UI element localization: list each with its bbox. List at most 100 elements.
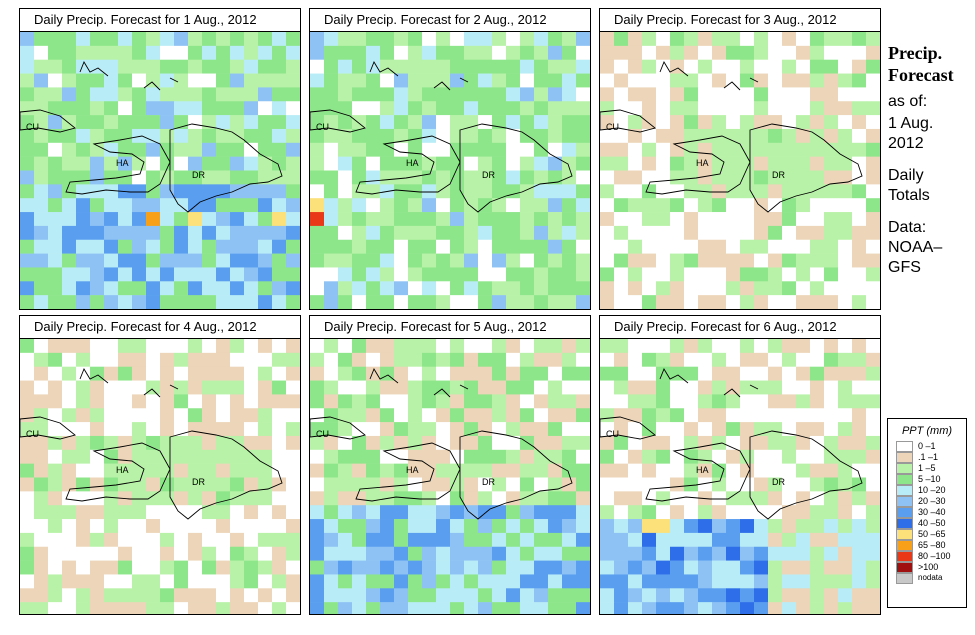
precip-cell bbox=[146, 505, 161, 520]
precip-cell bbox=[810, 422, 825, 437]
precip-cell bbox=[712, 142, 727, 157]
precip-cell bbox=[628, 339, 643, 354]
precip-cell bbox=[338, 477, 353, 492]
legend-item: 80 –100 bbox=[896, 551, 966, 562]
precip-cell bbox=[380, 588, 395, 603]
precip-cell bbox=[188, 560, 203, 575]
precip-cell bbox=[216, 267, 231, 282]
precip-cell bbox=[712, 115, 727, 130]
precip-cell bbox=[272, 380, 287, 395]
precip-cell bbox=[534, 588, 549, 603]
precip-cell bbox=[436, 505, 451, 520]
precip-cell bbox=[520, 101, 535, 116]
precip-cell bbox=[614, 184, 629, 199]
precip-cell bbox=[76, 156, 91, 171]
precip-cell bbox=[698, 435, 713, 451]
precip-cell bbox=[338, 128, 353, 144]
precip-cell bbox=[492, 574, 507, 589]
precip-cell bbox=[726, 170, 741, 185]
precip-cell bbox=[230, 477, 245, 492]
precip-cell bbox=[548, 519, 563, 534]
precip-cell bbox=[230, 281, 245, 296]
precip-cell bbox=[600, 519, 615, 534]
precip-cell bbox=[698, 225, 713, 241]
precip-cell bbox=[146, 491, 161, 506]
precip-cell bbox=[408, 267, 423, 282]
precip-cell bbox=[174, 295, 189, 309]
precip-cell bbox=[34, 588, 49, 603]
precip-cell bbox=[782, 588, 797, 603]
precip-cell bbox=[684, 574, 699, 589]
precip-cell bbox=[534, 394, 549, 409]
precip-cell bbox=[562, 602, 577, 614]
precip-cell bbox=[90, 422, 105, 437]
precip-cell bbox=[20, 142, 35, 157]
precip-cell bbox=[338, 239, 353, 254]
precip-cell bbox=[286, 101, 300, 116]
precip-cell bbox=[48, 281, 63, 296]
precip-cell bbox=[338, 198, 353, 213]
precip-cell bbox=[436, 380, 451, 395]
precip-cell bbox=[600, 422, 615, 437]
precip-cell bbox=[810, 588, 825, 603]
precip-cell bbox=[230, 422, 245, 437]
precip-cell bbox=[352, 225, 367, 241]
precip-cell bbox=[160, 142, 175, 157]
precip-cell bbox=[436, 45, 451, 60]
precip-cell bbox=[132, 73, 147, 88]
precip-cell bbox=[600, 32, 615, 47]
precip-cell bbox=[614, 477, 629, 492]
precip-cell bbox=[244, 449, 259, 464]
precip-cell bbox=[20, 394, 35, 409]
precip-cell bbox=[628, 73, 643, 88]
precip-cell bbox=[562, 352, 577, 367]
forecast-panel-4: Daily Precip. Forecast for 4 Aug., 2012 … bbox=[19, 315, 301, 615]
precip-cell bbox=[684, 560, 699, 575]
precip-cell bbox=[782, 422, 797, 437]
precip-cell bbox=[698, 128, 713, 144]
precip-cell bbox=[824, 408, 839, 423]
precip-cell bbox=[230, 394, 245, 409]
precip-cell bbox=[768, 115, 783, 130]
precip-cell bbox=[754, 339, 769, 354]
precip-cell bbox=[48, 73, 63, 88]
precip-cell bbox=[838, 560, 853, 575]
precip-cell bbox=[698, 366, 713, 381]
precip-cell bbox=[272, 574, 287, 589]
precip-cell bbox=[614, 267, 629, 282]
precip-cell bbox=[754, 408, 769, 423]
precip-cell bbox=[230, 59, 245, 74]
precip-cell bbox=[464, 170, 479, 185]
panel-title: Daily Precip. Forecast for 3 Aug., 2012 bbox=[600, 9, 880, 32]
coastline bbox=[65, 442, 171, 502]
precip-cell bbox=[628, 546, 643, 561]
precip-cell bbox=[48, 588, 63, 603]
precip-cell bbox=[464, 532, 479, 548]
precip-cell bbox=[520, 59, 535, 74]
precip-cell bbox=[464, 239, 479, 254]
precip-cell bbox=[478, 170, 493, 185]
precip-cell bbox=[464, 339, 479, 354]
precip-cell bbox=[352, 198, 367, 213]
precip-cell bbox=[146, 449, 161, 464]
precip-cell bbox=[450, 225, 465, 241]
precip-cell bbox=[366, 59, 381, 74]
precip-cell bbox=[352, 267, 367, 282]
precip-cell bbox=[436, 225, 451, 241]
precip-cell bbox=[202, 546, 217, 561]
precip-cell bbox=[838, 435, 853, 451]
precip-cell bbox=[614, 422, 629, 437]
precip-cell bbox=[782, 267, 797, 282]
precip-cell bbox=[216, 463, 231, 478]
precip-cell bbox=[244, 602, 259, 614]
precip-cell bbox=[244, 281, 259, 296]
precip-cell bbox=[324, 198, 339, 213]
precip-cell bbox=[394, 491, 409, 506]
precip-cell bbox=[614, 115, 629, 130]
precip-cell bbox=[48, 295, 63, 309]
precip-cell bbox=[160, 380, 175, 395]
precip-cell bbox=[258, 519, 273, 534]
precip-cell bbox=[422, 339, 437, 354]
precip-cell bbox=[20, 32, 35, 47]
precip-cell bbox=[160, 352, 175, 367]
